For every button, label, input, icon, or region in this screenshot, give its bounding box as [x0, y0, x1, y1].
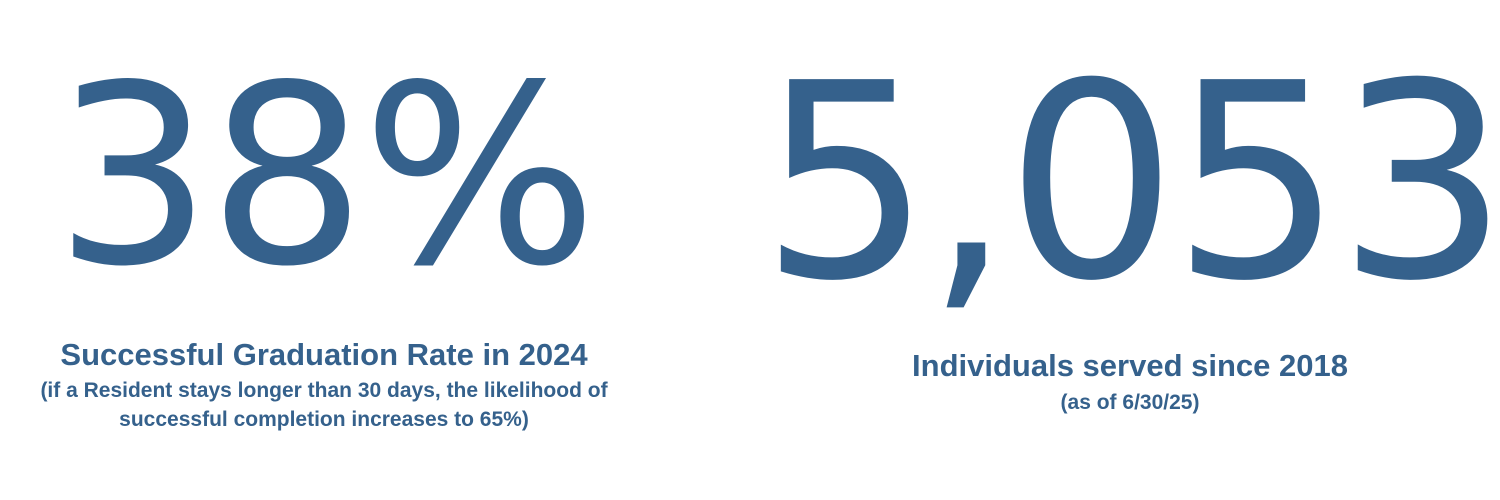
graduation-rate-note: (if a Resident stays longer than 30 days… [0, 376, 648, 434]
graduation-rate-stat: 38% Successful Graduation Rate in 2024 (… [0, 0, 648, 500]
graduation-rate-note-line-2: successful completion increases to 65%) [119, 408, 529, 431]
graduation-rate-note-line-1: (if a Resident stays longer than 30 days… [40, 379, 608, 402]
individuals-served-value: 5,053 [760, 25, 1500, 340]
graduation-rate-caption: Successful Graduation Rate in 2024 [60, 337, 588, 372]
graduation-rate-value: 38% [54, 33, 597, 321]
individuals-served-note: (as of 6/30/25) [1060, 391, 1200, 414]
individuals-served-caption: Individuals served since 2018 [912, 348, 1348, 383]
individuals-served-stat: 5,053 Individuals served since 2018 (as … [760, 0, 1500, 500]
